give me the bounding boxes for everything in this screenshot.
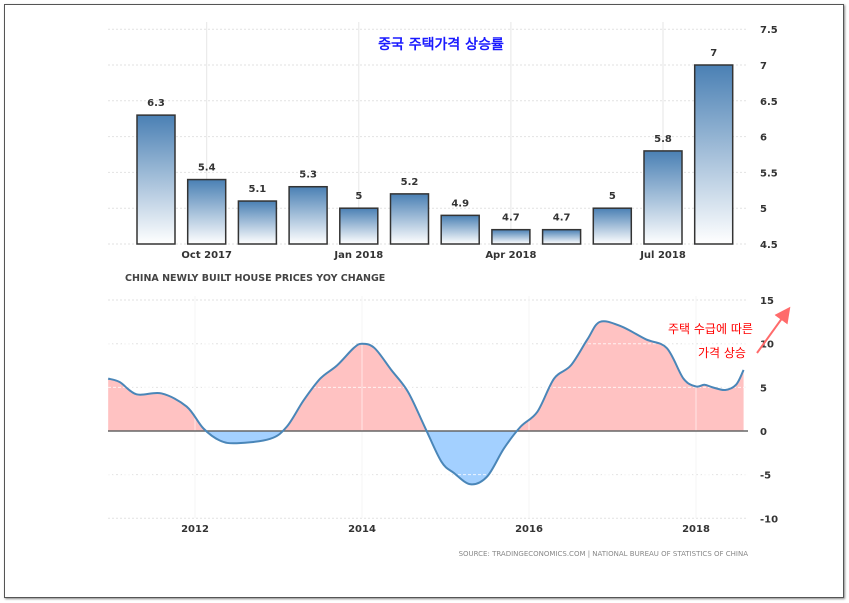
y-tick-label: 6.5 — [760, 97, 778, 108]
y-tick-label: 7 — [760, 61, 767, 72]
annotation-line-1: 주택 수급에 따른 — [668, 322, 753, 336]
x-tick-label: Jan 2018 — [333, 250, 383, 261]
bar-value-label: 4.7 — [553, 213, 571, 224]
source-note: SOURCE: TRADINGECONOMICS.COM | NATIONAL … — [459, 550, 749, 558]
x-tick-label: Apr 2018 — [485, 250, 536, 261]
y-tick-label: 0 — [760, 427, 767, 438]
y-tick-label: 15 — [760, 296, 774, 307]
y-tick-label: 5.5 — [760, 168, 778, 179]
bar — [541, 228, 582, 245]
chart-frame — [4, 4, 844, 598]
bar-value-label: 7 — [710, 48, 717, 59]
x-tick-label: 2014 — [348, 524, 376, 535]
bar-value-label: 5.4 — [198, 163, 216, 174]
y-tick-label: 6 — [760, 133, 767, 144]
y-tick-label: -10 — [760, 514, 778, 525]
bar-value-label: 4.7 — [502, 213, 520, 224]
annotation-line-2: 가격 상승 — [698, 346, 746, 360]
series-line — [107, 320, 745, 486]
bar — [136, 114, 176, 245]
y-tick-label: 7.5 — [760, 25, 778, 36]
bar-value-label: 5.2 — [401, 177, 419, 188]
y-tick-label: 5 — [760, 383, 767, 394]
bar-value-label: 5 — [609, 191, 616, 202]
x-tick-label: 2018 — [682, 524, 710, 535]
chart-title: 중국 주택가격 상승률 — [378, 36, 504, 53]
bar — [643, 150, 683, 245]
bar — [389, 193, 430, 245]
bar-value-label: 5.3 — [299, 170, 317, 181]
bar-value-label: 5.8 — [654, 134, 672, 145]
y-tick-label: 4.5 — [760, 240, 778, 251]
bar-value-label: 5.1 — [249, 184, 267, 195]
bar-value-label: 4.9 — [451, 198, 469, 209]
bar-value-label: 6.3 — [147, 98, 165, 109]
y-tick-label: 5 — [760, 204, 767, 215]
bar — [440, 214, 480, 245]
bar — [339, 207, 379, 245]
x-tick-label: Jul 2018 — [639, 250, 686, 261]
y-tick-label: -5 — [760, 471, 771, 482]
y-tick-label: 10 — [760, 340, 774, 351]
positive-area — [108, 321, 744, 431]
x-tick-label: 2016 — [515, 524, 543, 535]
x-tick-label: Oct 2017 — [181, 250, 232, 261]
bar — [693, 64, 734, 245]
bar — [491, 228, 531, 245]
chart-subtitle: CHINA NEWLY BUILT HOUSE PRICES YOY CHANG… — [125, 273, 385, 284]
x-tick-label: 2012 — [181, 524, 209, 535]
bar-value-label: 5 — [355, 191, 362, 202]
bar — [592, 207, 633, 245]
bar — [288, 185, 328, 245]
annotation-arrow — [756, 306, 791, 354]
bar — [237, 200, 278, 245]
bar — [186, 178, 227, 245]
